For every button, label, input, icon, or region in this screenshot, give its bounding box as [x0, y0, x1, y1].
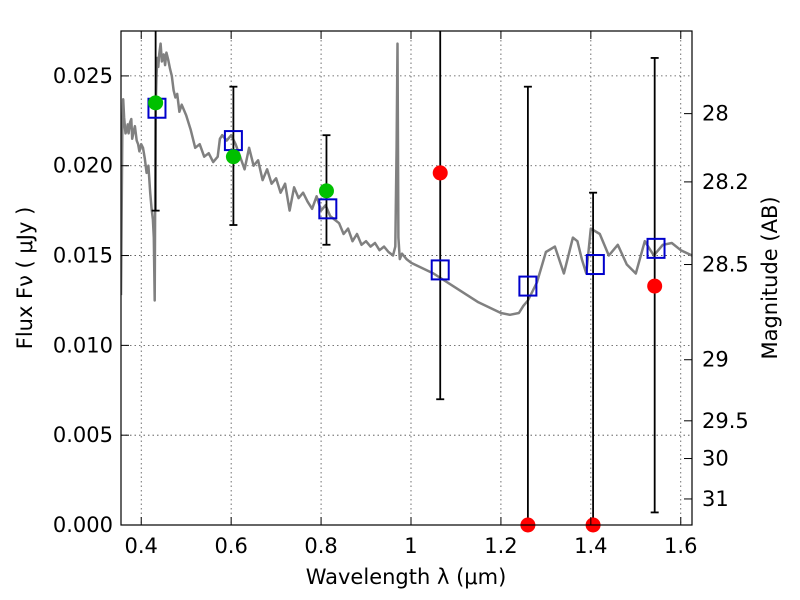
y-axis-label: Flux Fν ( μJy )	[13, 207, 37, 350]
grid-lines	[121, 31, 692, 526]
x-tick-label: 0.6	[214, 534, 247, 558]
observed-flux-dot	[225, 149, 241, 165]
y2-tick-label: 30	[702, 447, 729, 471]
y-tick-label: 0.015	[53, 244, 113, 268]
model-flux-square	[318, 198, 338, 220]
y2-tick-label: 28	[702, 102, 729, 126]
observed-flux-dot	[148, 95, 164, 111]
chart-series	[121, 31, 692, 533]
x-tick-label: 0.4	[125, 534, 158, 558]
x-tick-label: 1.2	[484, 534, 517, 558]
y-tick-label: 0.025	[53, 64, 113, 88]
observed-flux-dot	[432, 165, 448, 181]
x-tick-label: 0.8	[304, 534, 337, 558]
x-tick-label: 1	[404, 534, 417, 558]
model-flux-square	[585, 254, 605, 276]
model-flux-square	[646, 237, 666, 259]
clipped-series	[121, 31, 692, 525]
y2-tick-label: 28.2	[702, 170, 749, 194]
x-tick-label: 1.6	[664, 534, 697, 558]
y-tick-label: 0.010	[53, 333, 113, 357]
y-tick-label: 0.020	[53, 154, 113, 178]
y-tick-label: 0.005	[53, 423, 113, 447]
y-tick-label: 0.000	[53, 513, 113, 537]
y2-tick-label: 29.5	[702, 409, 749, 433]
template-spectrum-line	[121, 42, 692, 317]
model-flux-square	[430, 259, 450, 281]
x-tick-label: 1.4	[574, 534, 607, 558]
y2-axis-label: Magnitude (AB)	[758, 196, 782, 359]
model-flux-square	[518, 275, 538, 297]
observed-flux-dot	[647, 278, 663, 294]
plot-frame	[120, 30, 693, 526]
axis-ticks: 0.4 0.6 0.8 1 1.2 1.4 1.6 0.000 0.005 0.010 0.015 0…	[53, 31, 749, 558]
x-axis-label: Wavelength λ (μm)	[306, 565, 507, 589]
y2-tick-label: 31	[702, 487, 729, 511]
observed-flux-dot	[318, 183, 334, 199]
y2-tick-label: 28.5	[702, 253, 749, 277]
y2-tick-label: 29	[702, 348, 729, 372]
